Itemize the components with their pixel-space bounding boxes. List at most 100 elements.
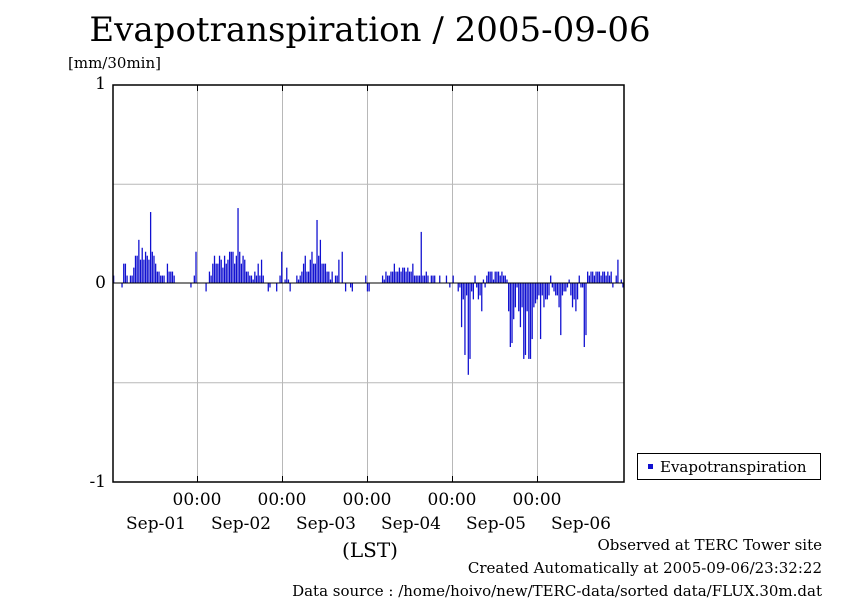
bar [531,283,533,340]
bar [235,255,237,284]
bar [304,255,306,284]
bar [324,263,327,284]
bar [570,283,572,296]
bar [331,271,333,284]
bar [576,283,579,300]
bar [529,283,532,359]
bar [563,283,565,292]
bar [516,283,518,288]
bar [405,271,407,284]
bar [299,275,301,284]
bar [344,283,347,292]
bar [583,283,585,348]
bar [467,283,469,375]
legend-swatch [648,464,653,469]
bar [239,251,241,284]
bar [469,283,471,359]
footer-source: Data source : /home/hoivo/new/TERC-data/… [292,582,822,600]
bar [173,275,175,284]
x-date-label: Sep-02 [211,514,271,534]
bar [195,251,197,284]
bar [366,283,369,292]
bar [445,275,448,284]
bar [289,283,291,292]
bar [459,283,461,288]
bar [423,275,426,284]
bar [518,283,520,312]
bar [212,263,214,284]
bar [400,271,402,284]
bar [482,279,485,284]
bar [237,208,239,284]
bar [279,275,281,284]
bar [410,271,412,284]
bar [350,283,352,288]
bar [491,271,493,284]
legend-label: Evapotranspiration [660,458,807,476]
bar [496,271,498,284]
bar [215,263,217,284]
bar [545,283,547,300]
bar [607,271,609,284]
bar [585,283,587,336]
bar [126,275,128,284]
y-axis-unit-label: [mm/30min] [68,54,161,72]
x-time-label: 00:00 [512,490,562,510]
bar [514,283,517,308]
bar [427,275,429,284]
bar [223,255,226,284]
bar [390,271,392,284]
bar [573,283,575,300]
bar [452,275,454,284]
bar [316,219,318,284]
bar [318,255,320,284]
bar [381,275,384,284]
bar [511,283,513,344]
bar [314,263,316,284]
bar [541,283,543,296]
bar [351,283,353,292]
bar [210,275,212,284]
bar [418,275,421,284]
bar [502,275,505,284]
bar [605,275,607,284]
bar [615,275,617,284]
bar [225,263,227,284]
bar [306,271,308,284]
bar [432,275,434,284]
bar [220,259,222,284]
chart-title: Evapotranspiration / 2005-09-06 [89,10,651,50]
bar [430,275,432,284]
bar [528,283,530,359]
bar [462,283,464,300]
bar [608,275,611,284]
bar [602,271,604,284]
plot-frame [112,84,625,483]
bar [321,263,323,284]
bar [617,259,619,284]
bar [558,283,560,308]
bar [538,283,540,296]
bar [422,275,424,284]
bar [166,263,169,284]
bar [556,283,559,296]
bar [402,267,404,284]
bars [113,208,624,375]
bar [417,275,419,284]
bar [296,275,298,284]
bar [193,275,195,284]
bar [524,283,527,355]
bar [168,271,170,284]
bar [603,271,606,284]
bar [257,263,259,284]
bar [146,255,148,284]
bar [123,263,125,284]
bar [546,283,548,300]
bar [593,275,596,284]
bar [156,271,158,284]
bar [412,263,414,284]
bar [368,283,370,292]
bar [139,259,142,284]
bar [301,271,303,284]
